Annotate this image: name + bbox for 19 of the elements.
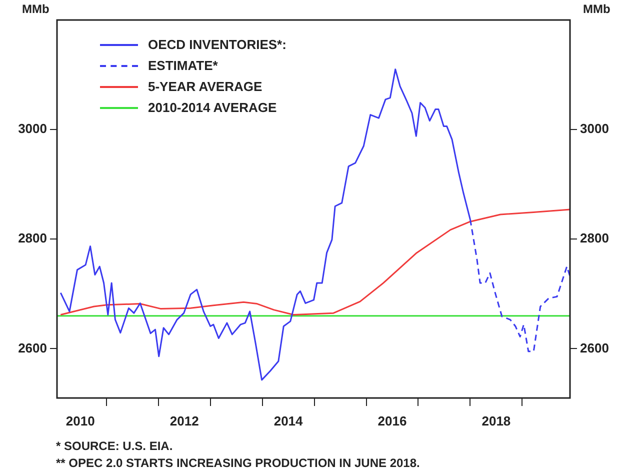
y-tick-label: 3000 [18, 121, 47, 136]
legend-label: ESTIMATE* [148, 58, 218, 73]
y2-tick-label: 2800 [580, 230, 609, 246]
y-axis-title: MMb [22, 2, 50, 16]
y2-tick-label: 3000 [580, 121, 609, 136]
x-tick-label: 2016 [378, 413, 407, 428]
y-tick-label: 2800 [18, 230, 47, 246]
x-tick-label: 2012 [170, 413, 199, 428]
y2-tick-label: 2600 [580, 340, 609, 356]
x-tick-label: 2018 [482, 413, 511, 428]
y2-axis-title: MMb [583, 2, 610, 16]
y-tick-label: 2600 [18, 340, 47, 356]
text: * SOURCE: U.S. EIA. [56, 438, 174, 455]
legend-label: OECD INVENTORIES*: [148, 37, 286, 52]
x-tick-label: 2014 [274, 413, 304, 428]
legend-label: 2010-2014 AVERAGE [148, 100, 277, 115]
text: ** OPEC 2.0 STARTS INCREASING PRODUCTION IN JUNE 2018. [56, 455, 420, 472]
legend-label: 5-YEAR AVERAGE [148, 79, 262, 94]
x-tick-label: 2010 [66, 413, 95, 428]
